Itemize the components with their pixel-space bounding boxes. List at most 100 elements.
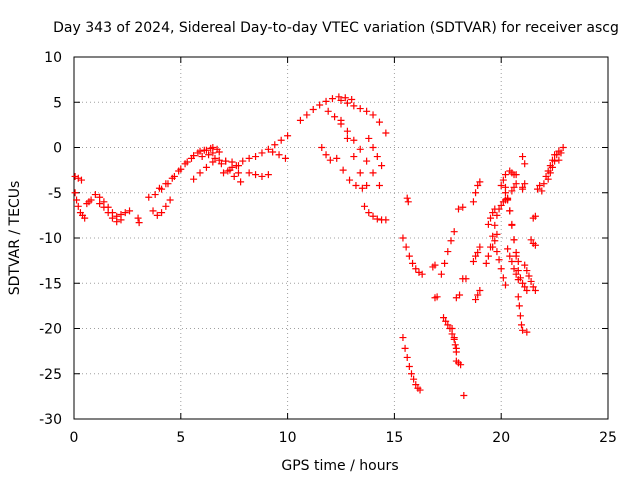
data-point [346, 176, 354, 184]
series-a [71, 172, 85, 184]
data-point [451, 341, 459, 349]
series-y [399, 234, 426, 278]
data-point [190, 175, 198, 183]
data-point [322, 97, 330, 105]
data-point [151, 191, 159, 199]
data-point [382, 129, 390, 137]
data-point [209, 144, 217, 151]
series-b [71, 189, 89, 222]
data-point [454, 205, 462, 213]
series-bd [527, 236, 539, 249]
data-point [469, 258, 477, 266]
data-point [559, 144, 567, 151]
data-point [399, 234, 407, 242]
data-point [523, 286, 531, 294]
series-c [83, 196, 95, 208]
data-point [447, 237, 455, 245]
series-n [245, 169, 272, 180]
data-point [232, 162, 240, 170]
data-point [220, 169, 228, 177]
data-point [512, 180, 520, 188]
data-point [343, 99, 351, 107]
series-ae [448, 325, 460, 356]
data-point [499, 274, 507, 282]
data-point [489, 243, 497, 251]
series-ac [437, 228, 458, 278]
data-point [476, 243, 484, 251]
data-point [363, 182, 371, 190]
data-point [187, 154, 195, 162]
data-point [373, 215, 381, 223]
series-o [269, 148, 289, 162]
data-point [444, 321, 452, 329]
x-tick-label: 10 [279, 430, 297, 446]
series-i [155, 144, 221, 192]
data-point [166, 196, 174, 204]
data-point [433, 293, 441, 301]
data-point [551, 157, 559, 165]
series-ai [459, 275, 470, 283]
data-point [258, 149, 266, 157]
data-point [365, 134, 373, 142]
series-ak [469, 178, 484, 206]
data-point [440, 314, 448, 322]
series-aj [460, 391, 468, 399]
data-point [375, 118, 383, 126]
data-point [378, 162, 386, 170]
data-point [324, 107, 332, 115]
data-point [296, 116, 304, 124]
data-point [322, 151, 330, 159]
series-au [506, 167, 520, 179]
data-point [369, 169, 377, 177]
data-point [482, 259, 490, 267]
data-point [410, 375, 418, 383]
data-point [369, 111, 377, 119]
data-point [472, 189, 480, 197]
data-point [546, 169, 554, 177]
data-point [328, 95, 336, 103]
data-point [126, 207, 134, 215]
data-point [497, 182, 505, 190]
data-point [521, 283, 529, 291]
data-point [226, 166, 234, 174]
data-point [519, 326, 527, 334]
data-point [264, 171, 272, 179]
series-ax [514, 293, 527, 334]
data-point [519, 185, 527, 193]
data-point [239, 157, 247, 165]
data-point [71, 172, 79, 180]
series-q [337, 96, 390, 137]
data-point [431, 261, 439, 269]
data-point [358, 184, 366, 192]
data-point [495, 256, 503, 264]
data-point [553, 151, 561, 159]
data-point [405, 252, 413, 260]
y-tick-label: 5 [53, 95, 62, 111]
data-point [460, 391, 468, 399]
data-point [222, 157, 230, 165]
x-tick-label: 5 [176, 430, 185, 446]
series-af [454, 203, 467, 213]
data-point [405, 363, 413, 371]
data-point [252, 153, 260, 161]
data-point [168, 174, 176, 182]
data-point [469, 198, 477, 206]
data-point [523, 328, 531, 336]
series-u [360, 202, 390, 224]
data-point [516, 312, 524, 320]
series-aw [504, 245, 522, 284]
data-point [258, 172, 266, 180]
data-point [215, 156, 223, 164]
data-point [412, 265, 420, 273]
data-point [474, 248, 482, 256]
series-x [403, 194, 412, 206]
y-tick-label: -15 [39, 276, 62, 292]
data-point [403, 194, 411, 202]
data-point [512, 252, 520, 260]
data-point [237, 178, 245, 186]
series-av [508, 180, 520, 195]
data-point [504, 245, 512, 253]
y-tick-label: -25 [39, 367, 62, 383]
x-axis-title: GPS time / hours [281, 458, 398, 474]
